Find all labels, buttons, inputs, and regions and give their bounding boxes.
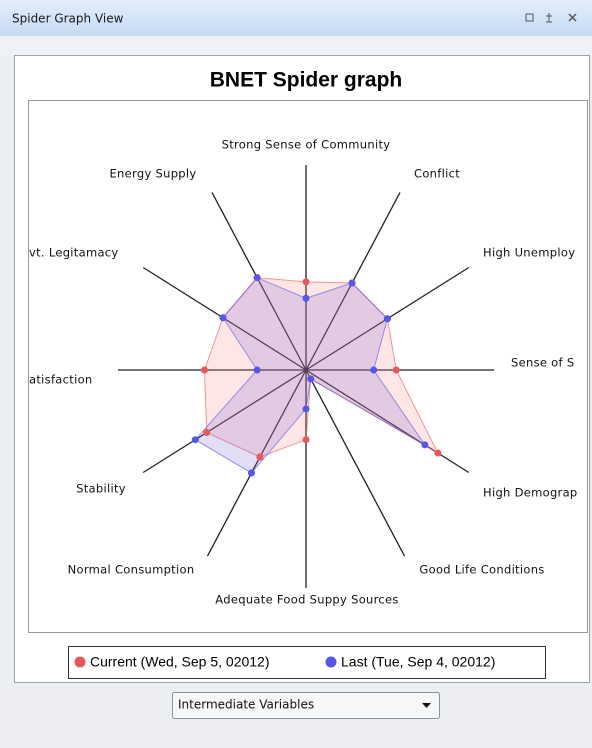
axis-label: Sense of S [511, 356, 574, 370]
dropdown[interactable] [172, 692, 440, 719]
axis-label: vt. Legitamacy [29, 246, 119, 260]
dropdown-arrow[interactable] [422, 703, 431, 708]
axis-label: Stability [76, 482, 126, 496]
axis-label: Strong Sense of Community [222, 138, 391, 152]
data-point [253, 366, 261, 374]
axis-label: Conflict [414, 167, 460, 181]
legend [68, 646, 546, 679]
data-point [302, 294, 310, 302]
data-point [348, 279, 356, 287]
data-point [434, 449, 442, 457]
data-point [421, 441, 429, 449]
axis-label: Adequate Food Suppy Sources [215, 593, 398, 607]
spoke [305, 369, 406, 557]
data-point [302, 436, 310, 444]
toolbar-strip [0, 36, 592, 56]
window-title: Spider Graph View [12, 12, 124, 26]
spoke [211, 192, 307, 371]
axis-label: Normal Consumption [68, 563, 195, 577]
legend-label: Last (Tue, Sep 4, 02012) [341, 654, 495, 670]
legend-entries: Current (Wed, Sep 5, 02012) Last (Tue, Se… [74, 654, 495, 670]
data-point [307, 375, 315, 383]
title-bar [0, 0, 592, 36]
dropdown-text[interactable]: Intermediate Variables [178, 698, 314, 712]
close-button[interactable] [568, 13, 577, 22]
data-point [219, 314, 227, 322]
data-point [383, 315, 391, 323]
axis-label: Energy Supply [109, 167, 196, 181]
radar: Strong Sense of Community Conflict High Un… [29, 138, 578, 607]
restore-button[interactable] [525, 13, 534, 22]
spoke [305, 369, 470, 474]
spoke [142, 369, 307, 474]
axis-label: High Unemploy [483, 246, 575, 260]
data-point [203, 429, 211, 437]
pin-button[interactable] [546, 13, 552, 23]
data-point [256, 453, 264, 461]
data-point [247, 469, 255, 477]
data-point [200, 366, 208, 374]
data-point [370, 366, 378, 374]
data-point [302, 278, 310, 286]
data-point [392, 366, 400, 374]
data-point [302, 405, 310, 413]
data-point [253, 274, 261, 282]
axis-label: High Demograp [483, 486, 578, 500]
axis-label: atisfaction [29, 373, 93, 387]
legend-marker [325, 656, 337, 668]
axis-label: Good Life Conditions [419, 563, 544, 577]
legend-label: Current (Wed, Sep 5, 02012) [90, 654, 270, 670]
window-buttons[interactable] [525, 13, 577, 23]
spoke [206, 369, 307, 557]
data-point [191, 436, 199, 444]
chart-title: BNET Spider graph [210, 69, 403, 92]
legend-marker [74, 656, 86, 668]
